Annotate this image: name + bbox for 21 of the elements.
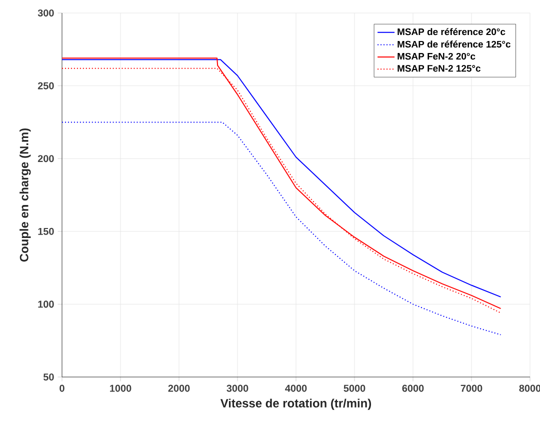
legend-label: MSAP FeN-2 20°c xyxy=(398,52,476,60)
y-tick-label: 300 xyxy=(38,9,54,17)
x-tick-label: 0 xyxy=(60,384,64,392)
x-tick-label: 6000 xyxy=(402,384,424,392)
line-series xyxy=(62,122,502,336)
y-tick-label: 200 xyxy=(38,155,54,162)
legend-label: MSAP de référence 125°c xyxy=(398,40,510,48)
y-tick-label: 50 xyxy=(43,373,54,381)
x-tick-label: 1000 xyxy=(110,384,132,392)
y-tick-label: 250 xyxy=(38,82,54,90)
x-tick-label: 7000 xyxy=(460,384,482,392)
x-tick-label: 4000 xyxy=(285,384,307,392)
legend-label: MSAP FeN-2 125°c xyxy=(398,65,480,72)
y-axis-title: Couple en charge (N.m) xyxy=(20,128,31,262)
x-tick-label: 5000 xyxy=(344,384,366,392)
y-tick-label: 100 xyxy=(38,300,54,308)
legend-label: MSAP de référence 20°c xyxy=(398,28,506,36)
y-tick-label: 150 xyxy=(38,228,54,235)
x-tick-label: 2000 xyxy=(168,384,190,392)
x-tick-label: 3000 xyxy=(226,384,248,392)
x-axis-title: Vitesse de rotation (tr/min) xyxy=(220,398,372,410)
